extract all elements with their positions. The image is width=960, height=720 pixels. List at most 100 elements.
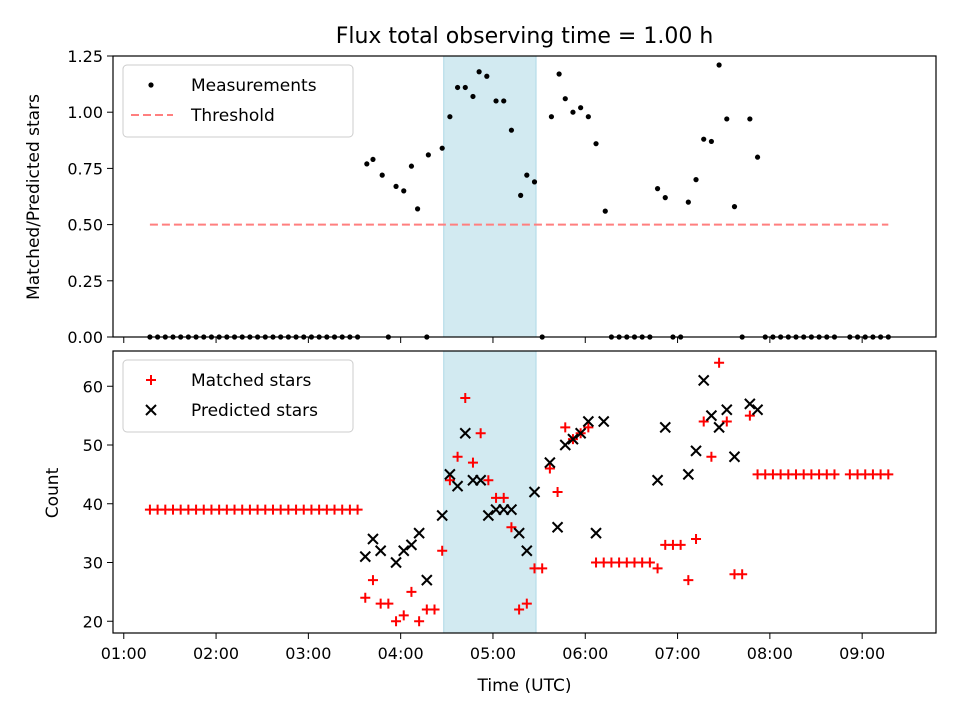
predicted-stars-point [698,374,710,387]
matched-stars-point [560,422,571,433]
matched-stars-point [644,557,655,568]
measurement-point [401,188,407,194]
measurement-point [470,93,476,100]
x-tick-label: 09:00 [839,644,885,663]
measurement-point [747,116,753,122]
predicted-stars-point [413,527,425,539]
predicted-stars-point [682,468,695,481]
matched-stars-point [683,575,694,586]
predicted-stars-point [405,539,418,551]
y-tick-label: 0.75 [67,159,103,178]
predicted-stars-point [359,550,371,563]
matched-stars-point [429,604,440,615]
bottom-panel: 20 30 40 50 60 01:00 02:00 03:00 04:00 05:00 06:00… [83,350,937,663]
measurement-point [524,172,530,178]
predicted-stars-point [567,433,579,445]
top-legend: Measurements Threshold [122,64,354,138]
predicted-stars-point [459,427,471,439]
measurement-point [716,62,722,68]
legend-box [122,359,354,433]
bottom-series-matched-stars [144,357,894,627]
matched-stars-point [414,616,425,627]
top-panel: 0.00 0.25 0.50 0.75 1.00 1.25 Measurements Thre… [67,47,937,347]
x-tick-label: 05:00 [470,644,516,663]
bottom-series-predicted-stars [359,374,764,586]
matched-stars-point [583,422,594,433]
x-tick-label: 03:00 [285,644,331,663]
matched-stars-point [460,393,471,403]
predicted-stars-point [436,509,448,522]
predicted-stars-point [451,480,464,492]
predicted-stars-point [659,421,671,434]
x-tick-label: 01:00 [101,644,147,663]
predicted-stars-point [721,404,733,416]
matched-stars-point [829,469,840,480]
predicted-stars-point [582,415,595,428]
x-axis-label: Time (UTC) [477,676,572,696]
measurement-point [484,73,490,79]
legend-label: Matched stars [191,371,311,391]
measurement-point [548,114,555,120]
measurement-point [476,69,482,75]
predicted-stars-point [421,574,433,586]
measurement-point [585,114,591,120]
y-tick-label: 0.50 [67,216,103,235]
measurement-point [693,177,699,183]
predicted-stars-point [390,556,402,569]
legend-marker [146,375,156,385]
y-tick-label: 0.25 [67,272,103,291]
bottom-shaded-interval [443,350,537,634]
legend-label: Threshold [190,106,275,126]
measurement-point [578,105,584,111]
matched-stars-point [721,416,732,427]
measurement-point [701,136,707,142]
matched-stars-point [406,586,417,597]
predicted-stars-point [713,421,725,434]
measurement-point [454,84,461,91]
predicted-stars-point [551,521,564,533]
legend-label: Predicted stars [191,401,318,421]
matched-stars-point [352,504,363,515]
predicted-stars-point [367,533,379,545]
matched-stars-point [521,598,532,609]
predicted-stars-point [690,445,702,457]
matched-stars-point [475,428,486,439]
y-tick-label: 60 [83,377,103,396]
chart-title: Flux total observing time = 1.00 h [336,24,714,49]
measurement-point [556,71,562,77]
x-tick-label: 06:00 [562,644,608,663]
measurement-point [531,179,538,185]
matched-stars-point [398,610,409,621]
y-tick-label: 0.00 [67,328,103,347]
measurement-point [447,114,453,120]
y-tick-label: 1.25 [67,47,103,66]
y-tick-label: 1.00 [67,103,103,122]
predicted-stars-point [513,527,525,539]
measurement-point [370,156,376,163]
predicted-stars-point [590,527,602,539]
matched-stars-point [706,451,717,462]
x-tick-label: 07:00 [655,644,701,663]
predicted-stars-point [751,404,764,416]
matched-stars-point [675,539,686,550]
measurement-point [493,98,499,104]
measurement-point [439,145,445,151]
measurement-point [662,195,668,201]
measurement-point [379,172,385,178]
measurement-point [654,186,661,192]
matched-stars-point [506,522,517,533]
measurement-point [462,84,468,91]
legend-label: Measurements [191,76,317,96]
x-tick-label: 02:00 [193,644,239,663]
matched-stars-point [383,598,394,609]
matched-stars-point [537,563,548,574]
matched-stars-point [714,357,725,368]
bottom-legend: Matched stars Predicted stars [122,359,354,433]
predicted-stars-point [559,439,571,451]
predicted-stars-point [505,503,518,516]
measurement-point [570,109,576,115]
measurement-point [562,96,568,102]
matched-stars-point [444,475,455,486]
measurement-point [731,204,738,210]
matched-stars-point [698,416,709,427]
